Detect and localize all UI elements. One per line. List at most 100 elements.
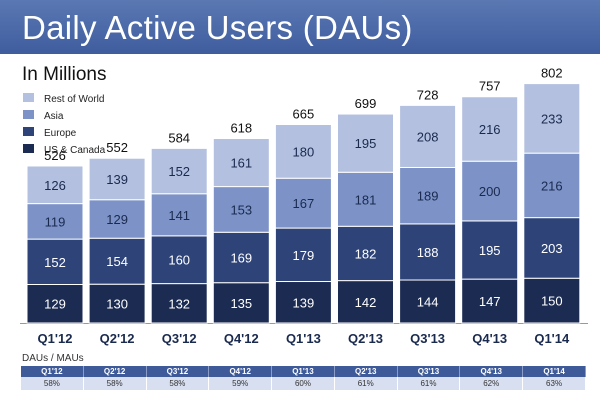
ratio-value-cell: 59% (208, 377, 273, 390)
bar-segment-rest-of-world-q3-12 (150, 147, 208, 195)
ratio-header-cell: Q3'12 (146, 366, 210, 377)
bar-segment-us-canada-q4-13 (461, 278, 519, 324)
segment-label-asia-q3-12: 141 (168, 208, 190, 223)
segment-label-asia-q1-14: 216 (541, 178, 563, 193)
x-tick-label-q1-12: Q1'12 (38, 331, 73, 346)
ratio-value-cell: 60% (271, 377, 335, 390)
total-label-q4-12: 618 (230, 121, 252, 136)
ratio-table: Q1'12 Q2'12 Q3'12 Q4'12 Q1'13 Q2'13 Q3'13 Q4'13… (21, 366, 586, 390)
bar-segment-europe-q3-12 (150, 235, 208, 285)
total-label-q4-13: 757 (479, 79, 501, 94)
ratio-header-cell: Q3'13 (397, 366, 461, 377)
stacked-bar-chart: 129 152 119 126 526 Q1'12 130 154 129 139 552 Q2'12… (20, 66, 588, 346)
ratio-header-cell: Q4'13 (459, 366, 524, 377)
segment-label-us-canada-q3-13: 144 (417, 295, 439, 310)
segment-label-asia-q2-13: 181 (355, 192, 377, 207)
ratio-value-cell: 61% (397, 377, 461, 390)
legend-label-asia: Asia (44, 111, 64, 122)
bar-segment-us-canada-q2-13 (337, 280, 394, 324)
ratio-value-cell: 61% (334, 377, 398, 390)
ratio-value-cell: 62% (459, 377, 524, 390)
ratio-header-cell: Q1'14 (522, 366, 586, 377)
segment-label-rest-of-world-q2-13: 195 (355, 136, 377, 151)
segment-label-asia-q3-13: 189 (417, 189, 439, 204)
bar-segment-asia-q1-12 (26, 203, 84, 240)
ratio-header-cell: Q2'13 (334, 366, 398, 377)
legend-swatch-asia (23, 110, 34, 119)
segment-label-asia-q1-12: 119 (45, 214, 66, 229)
segment-label-europe-q2-12: 154 (106, 254, 128, 269)
total-label-q1-12: 526 (44, 148, 66, 163)
segment-label-asia-q4-13: 200 (479, 184, 501, 199)
segment-label-rest-of-world-q4-13: 216 (479, 122, 501, 137)
segment-label-us-canada-q4-12: 135 (230, 296, 252, 311)
segment-label-rest-of-world-q1-14: 233 (541, 111, 563, 126)
legend-label-rest-of-world: Rest of World (44, 94, 104, 105)
bar-segment-us-canada-q2-12 (88, 283, 146, 324)
x-tick-label-q3-13: Q3'13 (410, 331, 445, 346)
segment-label-us-canada-q2-13: 142 (355, 295, 377, 310)
segment-label-rest-of-world-q2-12: 139 (106, 172, 128, 187)
x-tick-label-q1-14: Q1'14 (534, 331, 570, 346)
ratio-value-cell: 63% (522, 377, 586, 390)
bar-segment-rest-of-world-q4-13 (461, 96, 519, 162)
ratio-value-cell: 58% (21, 377, 84, 390)
bar-segment-us-canada-q1-14 (523, 277, 581, 324)
legend-swatch-europe (23, 127, 34, 136)
segment-label-europe-q3-13: 188 (417, 245, 439, 260)
bar-segment-europe-q2-12 (88, 237, 146, 285)
bar-segment-rest-of-world-q4-12 (212, 138, 270, 188)
segment-label-europe-q1-13: 179 (293, 248, 315, 263)
segment-label-asia-q4-12: 153 (230, 202, 252, 217)
bar-segment-rest-of-world-q3-13 (399, 104, 457, 168)
bar-segment-europe-q2-13 (337, 225, 394, 282)
segment-label-rest-of-world-q4-12: 161 (230, 156, 252, 171)
bar-segment-us-canada-q3-13 (399, 279, 457, 324)
segment-label-asia-q2-12: 129 (106, 212, 128, 227)
bar-segment-europe-q1-12 (26, 238, 84, 285)
segment-label-rest-of-world-q3-13: 208 (417, 129, 439, 144)
bar-segment-us-canada-q4-12 (212, 282, 270, 324)
bar-segment-rest-of-world-q2-13 (337, 113, 394, 173)
bar-segment-asia-q2-12 (88, 199, 146, 239)
segment-label-rest-of-world-q1-13: 180 (293, 144, 315, 159)
segment-label-rest-of-world-q1-12: 126 (44, 178, 66, 193)
bar-segment-asia-q4-13 (461, 160, 519, 222)
bar-segment-rest-of-world-q1-12 (26, 165, 84, 205)
legend-swatch-rest-of-world (23, 93, 34, 102)
total-label-q3-12: 584 (168, 130, 190, 145)
chart-title: Daily Active Users (DAUs) (22, 9, 413, 46)
x-tick-label-q4-12: Q4'12 (224, 331, 259, 346)
bar-segment-europe-q1-14 (523, 217, 581, 279)
segment-label-us-canada-q1-13: 139 (293, 295, 315, 310)
segment-label-us-canada-q3-12: 132 (168, 296, 190, 311)
segment-label-europe-q1-14: 203 (541, 241, 563, 256)
segment-label-us-canada-q2-12: 130 (106, 297, 128, 312)
segment-label-us-canada-q1-14: 150 (541, 294, 563, 309)
bar-segment-europe-q1-13 (274, 227, 332, 283)
x-tick-label-q4-13: Q4'13 (472, 331, 507, 346)
bar-segment-rest-of-world-q2-12 (88, 157, 146, 201)
segment-label-europe-q2-13: 182 (355, 246, 377, 261)
ratio-table-label: DAUs / MAUs (22, 353, 84, 364)
total-label-q2-12: 552 (106, 140, 128, 155)
bar-segment-asia-q4-12 (212, 186, 270, 233)
ratio-value-cell: 58% (83, 377, 147, 390)
bar-segment-europe-q4-12 (212, 231, 270, 284)
segment-label-asia-q1-13: 167 (293, 196, 315, 211)
legend-label-us-canada: US & Canada (44, 145, 106, 156)
total-label-q1-14: 802 (541, 66, 563, 81)
x-tick-label-q2-13: Q2'13 (348, 331, 383, 346)
segment-label-europe-q1-12: 152 (44, 255, 66, 270)
total-label-q3-13: 728 (417, 87, 439, 102)
segment-label-europe-q4-13: 195 (479, 243, 501, 258)
title-bar: Daily Active Users (DAUs) (0, 0, 600, 54)
total-label-q2-13: 699 (355, 96, 377, 111)
segment-label-us-canada-q4-13: 147 (479, 294, 501, 309)
bar-segment-rest-of-world-q1-13 (274, 123, 332, 179)
bar-segment-europe-q4-13 (461, 220, 519, 280)
chart-subtitle: In Millions (22, 64, 107, 85)
bar-segment-us-canada-q3-12 (150, 283, 208, 324)
x-tick-label-q1-13: Q1'13 (286, 331, 321, 346)
ratio-value-cell: 58% (146, 377, 210, 390)
